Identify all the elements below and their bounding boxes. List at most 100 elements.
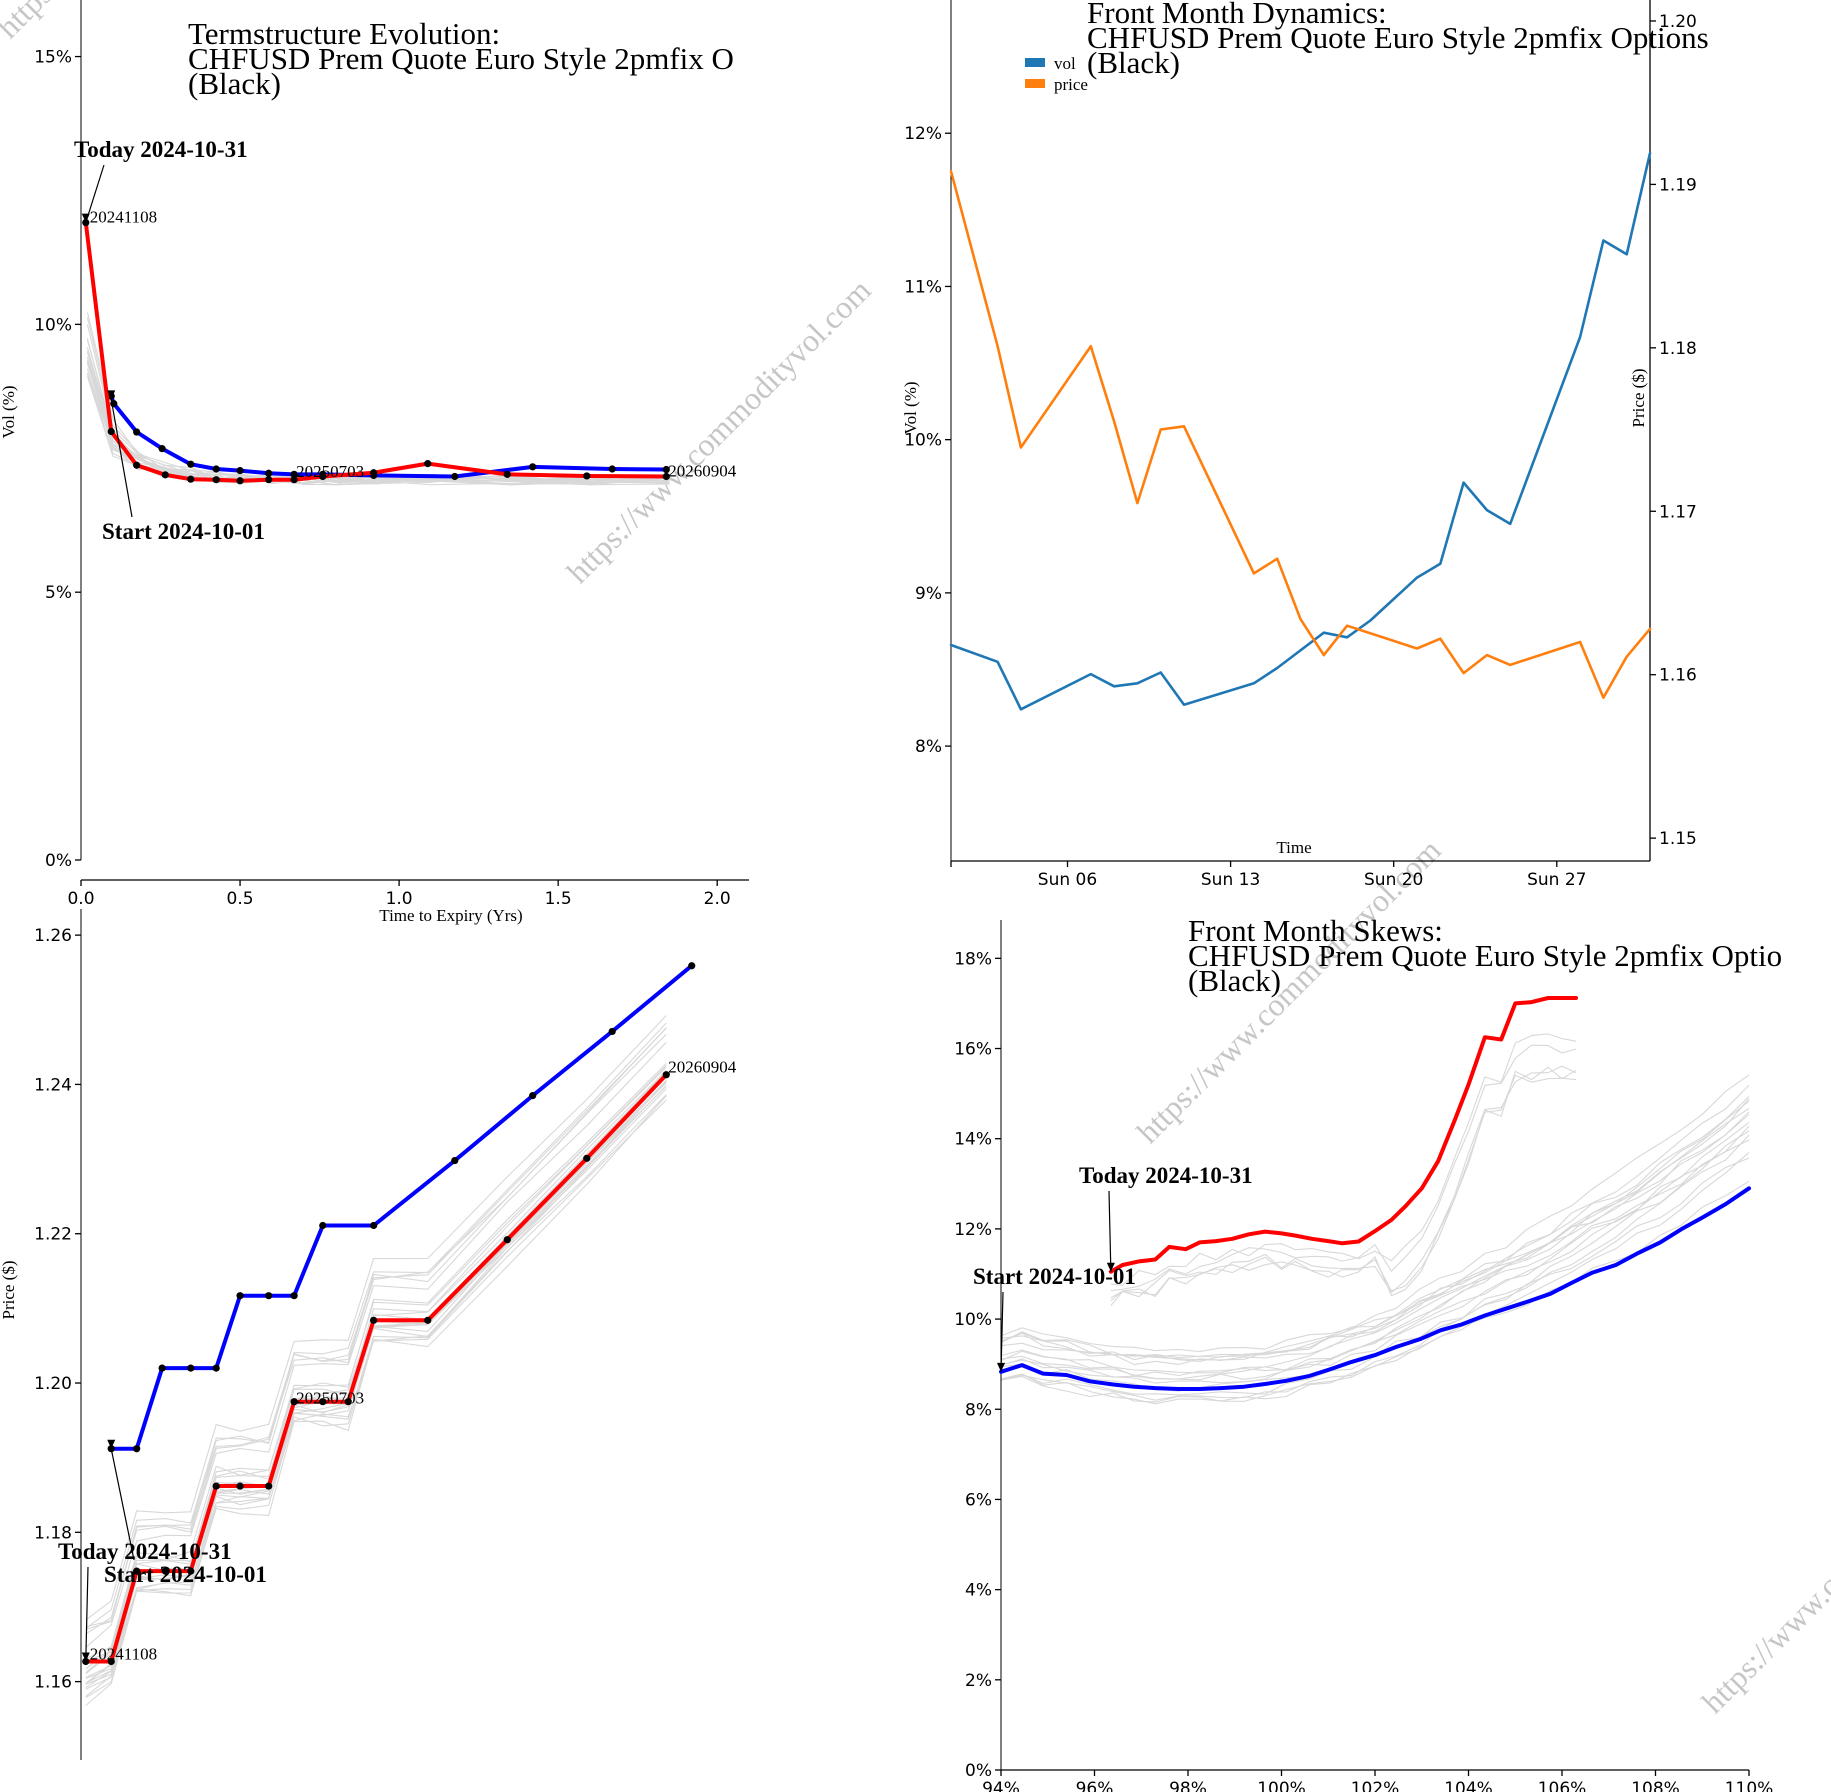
series-group bbox=[949, 151, 1652, 711]
series-line-today-2024-10-31 bbox=[1108, 996, 1578, 1274]
history-curve bbox=[1000, 1121, 1750, 1384]
watermark: https://www.commodityvol.com bbox=[1694, 1402, 1831, 1720]
x-tick-label: 1.5 bbox=[545, 889, 572, 909]
y-tick: 0% bbox=[965, 1761, 1001, 1781]
history-curve bbox=[1000, 1084, 1750, 1366]
y-tick: 2% bbox=[965, 1671, 1001, 1691]
chart-title-line-3: (Black) bbox=[1087, 45, 1180, 80]
chart-title-line-1: Front Month Skews: bbox=[1188, 913, 1443, 948]
y-tick: 9% bbox=[915, 584, 951, 604]
y-tick-label: 6% bbox=[965, 1490, 992, 1510]
x-axis-label: Time to Expiry (Yrs) bbox=[379, 906, 522, 925]
y-axis-label: Vol (%) bbox=[0, 385, 18, 438]
data-point bbox=[290, 1292, 298, 1300]
point-label: 20250703 bbox=[296, 1389, 364, 1408]
history-curve bbox=[1110, 1066, 1577, 1307]
annotation-today: Today 2024-10-31 bbox=[58, 1539, 232, 1564]
y-tick: 1.26 bbox=[34, 926, 81, 946]
termstructure-vol-chart: 0% 5% 10% 15% 0.0 0.5 1.0 1.5 2.0 Today 2024-10-… bbox=[0, 0, 749, 925]
y-tick-label: 11% bbox=[904, 277, 942, 297]
chart-title-line-2: CHFUSD Prem Quote Euro Style 2pmfix Opti… bbox=[1188, 938, 1782, 973]
history-curve bbox=[85, 1094, 667, 1690]
y-axis-label-right: Price ($) bbox=[1629, 368, 1648, 427]
y-tick-label: 2% bbox=[965, 1671, 992, 1691]
legend-swatch-price bbox=[1025, 79, 1045, 88]
y-tick-label: 1.16 bbox=[34, 1673, 72, 1693]
x-tick: 98% bbox=[1169, 1770, 1207, 1792]
y-tick-label: 1.24 bbox=[34, 1075, 72, 1095]
history-curve bbox=[86, 360, 670, 484]
y-tick-label: 8% bbox=[915, 737, 942, 757]
y-tick-label: 1.26 bbox=[34, 926, 72, 946]
annotation-today-pointer bbox=[85, 1566, 89, 1662]
y-tick: 16% bbox=[954, 1040, 1001, 1060]
history-curve bbox=[1000, 1139, 1750, 1359]
history-curve bbox=[1110, 1074, 1577, 1302]
x-tick-label: 104% bbox=[1444, 1779, 1493, 1792]
y-tick-label: 18% bbox=[954, 949, 992, 969]
y-tick-right-label: 1.19 bbox=[1659, 175, 1697, 195]
history-curve bbox=[85, 1041, 667, 1649]
point-label: 20260904 bbox=[668, 461, 737, 480]
y-tick: 8% bbox=[965, 1400, 1001, 1420]
history-curve bbox=[1110, 1065, 1577, 1299]
data-point bbox=[158, 1364, 166, 1372]
history-curve bbox=[85, 1033, 667, 1635]
legend-swatch-vol bbox=[1025, 58, 1045, 67]
x-tick-label: 0.5 bbox=[227, 889, 254, 909]
annotation-today-arrowhead bbox=[1106, 1262, 1115, 1272]
y-tick-right: 1.20 bbox=[1650, 12, 1697, 32]
y-tick: 1.18 bbox=[34, 1523, 81, 1543]
chart-title-line-1: Termstructure Evolution: bbox=[188, 16, 500, 51]
x-tick: 102% bbox=[1351, 1770, 1399, 1792]
data-point bbox=[187, 1364, 195, 1372]
data-point bbox=[451, 472, 459, 481]
x-tick: 108% bbox=[1631, 1770, 1680, 1792]
y-tick-label: 12% bbox=[954, 1220, 992, 1240]
front-month-dynamics-chart: 8% 9% 10% 11% 12% 1.15 1.16 1.17 1.18 1.19 1.20 Sun… bbox=[901, 0, 1709, 890]
data-point bbox=[608, 465, 616, 473]
data-point bbox=[319, 1398, 327, 1406]
y-tick: 12% bbox=[954, 1220, 1001, 1240]
y-tick: 5% bbox=[45, 583, 81, 603]
x-tick-label: 100% bbox=[1257, 1779, 1306, 1792]
data-point bbox=[662, 465, 670, 474]
history-curve bbox=[1000, 1151, 1750, 1405]
annotation-start-arrowhead bbox=[107, 390, 116, 400]
x-tick: 100% bbox=[1257, 1770, 1306, 1792]
x-tick-label: Sun 20 bbox=[1364, 870, 1423, 890]
data-point bbox=[608, 1027, 616, 1036]
x-tick: 1.0 bbox=[386, 880, 413, 909]
y-tick-right: 1.17 bbox=[1650, 502, 1697, 522]
series-line-start-2024-10-01 bbox=[109, 963, 694, 1451]
history-curve bbox=[1000, 1074, 1750, 1353]
y-tick-right-label: 1.20 bbox=[1659, 12, 1697, 32]
x-tick: 110% bbox=[1725, 1770, 1773, 1792]
watermark: https://www.commodityvol.com bbox=[559, 272, 877, 590]
axes: 0% 5% 10% 15% 0.0 0.5 1.0 1.5 2.0 bbox=[34, 0, 749, 909]
chart-title-line-2: CHFUSD Prem Quote Euro Style 2pmfix O bbox=[188, 41, 734, 76]
x-tick-label: Sun 06 bbox=[1038, 870, 1097, 890]
annotation-start: Start 2024-10-01 bbox=[973, 1264, 1136, 1289]
y-tick-label: 0% bbox=[965, 1761, 992, 1781]
y-tick-label: 1.22 bbox=[34, 1225, 72, 1245]
history-curve bbox=[86, 311, 670, 485]
y-tick: 1.24 bbox=[34, 1075, 81, 1095]
chart-title-line-2: CHFUSD Prem Quote Euro Style 2pmfix Opti… bbox=[1087, 20, 1709, 55]
history-curve bbox=[86, 361, 670, 484]
point-label: 20260904 bbox=[668, 1058, 737, 1077]
y-tick-right-label: 1.15 bbox=[1659, 829, 1697, 849]
data-point bbox=[290, 476, 298, 484]
annotation-today-arrowhead bbox=[81, 1652, 90, 1662]
annotation-today-pointer bbox=[1108, 1190, 1112, 1272]
y-tick-right: 1.19 bbox=[1650, 175, 1697, 195]
history-curve bbox=[85, 1066, 667, 1670]
history-curve bbox=[85, 1022, 667, 1629]
data-point bbox=[265, 476, 273, 484]
y-tick-label: 10% bbox=[954, 1310, 992, 1330]
data-point bbox=[503, 470, 511, 478]
y-axis-label: Price ($) bbox=[0, 1260, 18, 1319]
series-line-start-2024-10-01 bbox=[999, 1186, 1751, 1391]
data-point bbox=[158, 445, 166, 453]
